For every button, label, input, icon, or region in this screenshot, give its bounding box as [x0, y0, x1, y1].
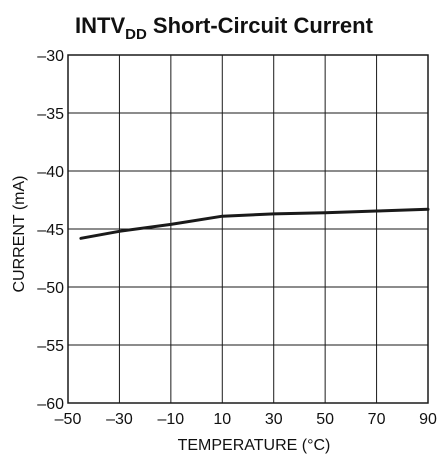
y-tick-label: –45 [37, 222, 64, 239]
chart-title-prefix: INTV [75, 13, 125, 38]
chart-title-subscript: DD [125, 26, 147, 43]
chart-title-suffix: Short-Circuit Current [147, 13, 374, 38]
y-axis-label: CURRENT (mA) [11, 175, 28, 292]
x-tick-label: 90 [419, 411, 437, 428]
x-tick-label: 30 [265, 411, 283, 428]
y-tick-label: –60 [37, 396, 64, 413]
x-tick-label: –50 [55, 411, 82, 428]
grid [67, 54, 429, 404]
y-tick-labels: –30 –35 –40 –45 –50 –55 –60 [37, 48, 64, 413]
y-tick-label: –55 [37, 338, 64, 355]
x-tick-labels: –50 –30 –10 10 30 50 70 90 [55, 411, 437, 428]
plot-line [79, 207, 430, 240]
x-tick-label: 70 [368, 411, 386, 428]
x-tick-label: –10 [158, 411, 185, 428]
y-tick-label: –30 [37, 48, 64, 65]
y-tick-label: –40 [37, 164, 64, 181]
plot-frame [67, 54, 429, 404]
x-tick-label: 50 [316, 411, 334, 428]
y-tick-label: –35 [37, 106, 64, 123]
x-tick-label: 10 [213, 411, 231, 428]
x-tick-label: –30 [106, 411, 133, 428]
chart-title: INTVDD Short-Circuit Current [75, 13, 374, 43]
x-axis-label: TEMPERATURE (°C) [178, 437, 331, 454]
series-line-0 [79, 207, 430, 240]
y-tick-label: –50 [37, 280, 64, 297]
